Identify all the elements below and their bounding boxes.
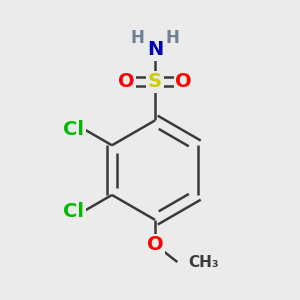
Text: Cl: Cl — [63, 202, 84, 220]
Text: O: O — [147, 235, 163, 254]
Text: N: N — [147, 40, 163, 59]
Text: H: H — [165, 29, 179, 47]
Text: Cl: Cl — [63, 120, 84, 139]
Text: H: H — [131, 29, 145, 47]
Text: O: O — [175, 73, 192, 92]
Text: O: O — [118, 73, 135, 92]
Text: CH₃: CH₃ — [188, 254, 219, 269]
Text: S: S — [148, 73, 162, 92]
